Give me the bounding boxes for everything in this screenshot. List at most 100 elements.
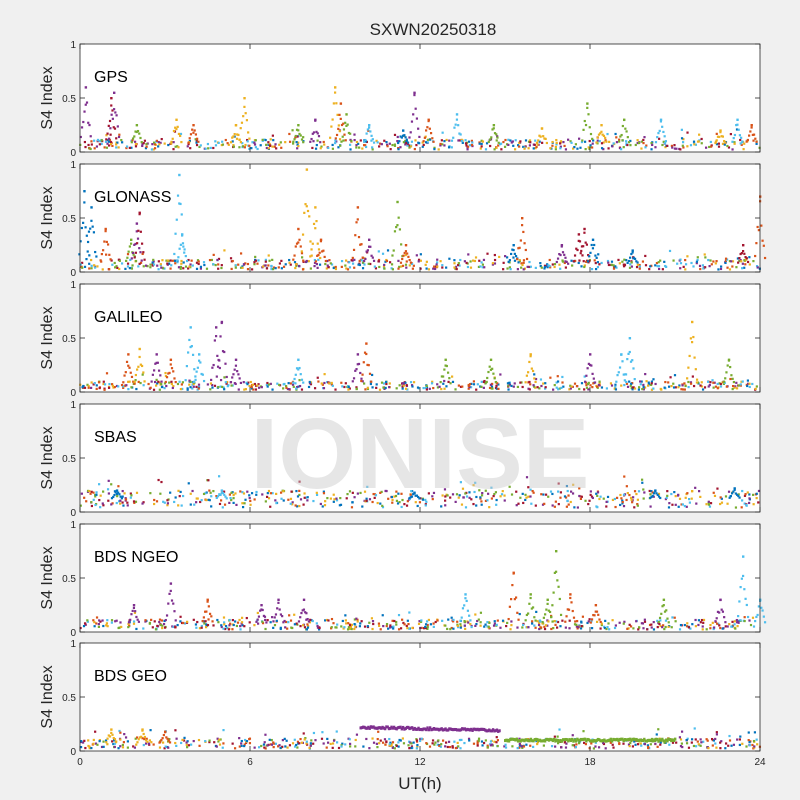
spike-point — [178, 202, 181, 205]
data-point — [92, 738, 95, 742]
data-point — [348, 266, 352, 269]
data-point — [174, 496, 177, 499]
spike-point — [624, 373, 628, 376]
data-point — [678, 497, 682, 500]
data-point — [649, 505, 652, 508]
data-point — [155, 384, 158, 387]
data-point — [456, 620, 459, 623]
data-point — [559, 145, 562, 148]
data-point — [749, 623, 753, 627]
data-point — [365, 497, 368, 500]
data-point — [248, 742, 252, 745]
data-point — [295, 743, 298, 747]
data-point — [396, 502, 400, 505]
data-point — [295, 489, 298, 493]
data-point — [161, 259, 164, 262]
segment-point — [565, 738, 569, 742]
data-point — [241, 265, 244, 268]
data-point — [543, 264, 547, 267]
data-point — [102, 380, 105, 383]
spike-peak — [464, 593, 467, 596]
data-point — [330, 627, 333, 630]
spike-peak — [138, 211, 141, 214]
data-point — [667, 381, 670, 384]
data-point — [714, 385, 718, 388]
data-point — [690, 738, 694, 741]
spike-point — [738, 600, 741, 603]
data-point — [166, 262, 169, 265]
data-markers — [79, 320, 758, 391]
segment-point — [434, 727, 437, 731]
data-point — [305, 259, 308, 263]
data-point — [694, 143, 698, 146]
data-point — [562, 141, 565, 144]
data-point — [686, 737, 689, 740]
spike-point — [331, 118, 334, 121]
data-point — [210, 258, 213, 262]
data-point — [296, 746, 299, 749]
data-point — [132, 620, 136, 623]
spike-point — [256, 618, 259, 621]
segment-point — [585, 739, 588, 743]
data-point — [605, 500, 608, 503]
data-point — [314, 147, 318, 150]
data-point — [682, 146, 685, 149]
data-point — [522, 745, 526, 748]
data-point — [419, 267, 422, 270]
data-point — [269, 144, 272, 147]
segment-point — [533, 738, 537, 742]
spike-point — [312, 131, 316, 134]
data-point — [132, 622, 136, 625]
data-point — [152, 388, 156, 391]
data-point — [484, 623, 487, 626]
data-point — [731, 620, 734, 623]
data-point — [329, 262, 332, 265]
data-point — [205, 498, 208, 502]
data-point — [159, 492, 162, 495]
data-point — [404, 143, 407, 146]
data-point — [196, 620, 199, 624]
data-point — [699, 384, 702, 387]
spike-point — [221, 350, 225, 353]
data-point — [89, 147, 92, 151]
spike-point — [184, 255, 187, 258]
data-point — [420, 626, 423, 630]
spike-point — [324, 259, 327, 263]
data-point — [480, 380, 483, 383]
data-point — [340, 745, 343, 748]
data-point — [671, 741, 675, 744]
data-point — [222, 742, 225, 745]
spike-point — [210, 615, 213, 618]
data-point — [516, 626, 519, 629]
spike-point — [409, 496, 412, 499]
data-point — [133, 611, 137, 614]
data-point — [280, 146, 283, 149]
data-point — [731, 265, 734, 268]
spike-peak — [297, 227, 300, 231]
data-point — [261, 620, 264, 623]
data-point — [702, 740, 705, 743]
spike-point — [164, 380, 167, 384]
data-point — [521, 385, 524, 389]
spike-point — [259, 609, 262, 612]
data-point — [458, 139, 461, 142]
data-point — [405, 260, 408, 263]
data-point — [544, 386, 547, 389]
data-point — [638, 626, 641, 629]
spike-point — [615, 380, 618, 383]
data-point — [362, 745, 365, 748]
data-point — [253, 624, 256, 627]
data-point — [686, 145, 689, 148]
segment-point — [540, 739, 543, 743]
data-point — [629, 384, 632, 387]
data-point — [561, 375, 564, 379]
data-point — [507, 138, 510, 141]
spike-point — [350, 139, 353, 143]
spike-point — [154, 362, 157, 365]
data-point — [636, 743, 640, 746]
spike-point — [134, 242, 137, 246]
data-point — [680, 730, 684, 733]
spike-peak — [555, 550, 558, 553]
spike-point — [179, 134, 182, 138]
